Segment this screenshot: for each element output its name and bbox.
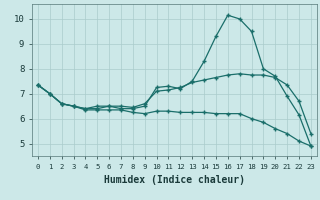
X-axis label: Humidex (Indice chaleur): Humidex (Indice chaleur) [104,175,245,185]
